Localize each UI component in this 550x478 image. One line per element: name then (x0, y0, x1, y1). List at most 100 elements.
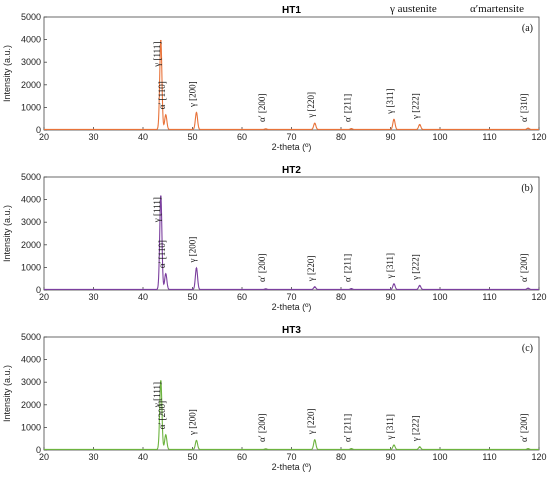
peak-label: α′ [310] (519, 94, 529, 122)
x-tick-label: 80 (336, 292, 346, 302)
x-tick-label: 110 (482, 292, 496, 302)
x-axis-label: 2-theta (º) (272, 302, 312, 312)
x-tick-label: 30 (88, 132, 98, 142)
peak-point (160, 195, 162, 198)
peak-label: γ [220] (306, 409, 316, 436)
peak-label: γ [200] (187, 81, 197, 108)
peak-point (418, 124, 421, 126)
peak-point (527, 287, 529, 290)
peak-label: γ [311] (385, 253, 395, 279)
y-axis-label: Intensity (a.u.) (2, 205, 12, 262)
peak-point (195, 440, 198, 442)
peak-label: γ [311] (385, 88, 395, 114)
x-tick-label: 60 (237, 132, 247, 142)
plot-frame (43, 16, 540, 131)
x-tick-label: 110 (482, 132, 496, 142)
y-tick-label: 0 (36, 445, 41, 455)
peak-point (418, 446, 421, 449)
x-tick-label: 40 (138, 292, 148, 302)
x-tick-label: 60 (237, 292, 247, 302)
chart-title: HT3 (282, 325, 301, 336)
panel-label: (a) (522, 23, 533, 34)
legend-alpha-martensite: α′martensite (470, 3, 524, 15)
peak-label: γ [220] (306, 92, 316, 119)
peak-point (195, 112, 198, 114)
y-axis-label: Intensity (a.u.) (2, 45, 12, 102)
chart-title: HT2 (282, 165, 301, 176)
x-tick-label: 20 (39, 132, 49, 142)
peak-point (418, 285, 421, 287)
peak-label: γ [311] (385, 414, 395, 440)
peak-point (160, 380, 162, 382)
xrd-series-line (44, 195, 539, 290)
x-tick-label: 40 (138, 452, 148, 462)
peak-label: α′ [200] (257, 94, 267, 122)
peak-point (393, 283, 395, 286)
panel-label: (c) (522, 343, 533, 354)
peak-point (350, 128, 353, 130)
peak-label: γ [222] (411, 416, 421, 443)
peak-label: γ [222] (411, 254, 421, 281)
x-tick-label: 100 (432, 292, 447, 302)
x-tick-label: 50 (187, 292, 197, 302)
panel-ht2: HT2 (b) 0 1000 2000 3000 4000 5000 20 30 40 50 60 70 8… (2, 165, 547, 312)
y-tick-label: 5000 (21, 172, 41, 182)
peak-label: α′ [211] (342, 94, 352, 122)
peak-point (264, 448, 267, 451)
y-tick-label: 4000 (21, 195, 41, 205)
peak-point (393, 444, 395, 447)
x-tick-label: 50 (187, 452, 197, 462)
peak-label: α′ [200] (519, 414, 529, 442)
x-tick-label: 70 (286, 132, 296, 142)
x-tick-label: 20 (39, 292, 49, 302)
x-tick-label: 70 (286, 452, 296, 462)
x-tick-label: 120 (531, 292, 546, 302)
y-tick-label: 1000 (21, 262, 41, 272)
peak-point (164, 434, 167, 437)
x-tick-label: 110 (482, 452, 496, 462)
x-tick-label: 100 (432, 132, 447, 142)
x-tick-label: 40 (138, 132, 148, 142)
peak-label: α′ [200] (519, 254, 529, 282)
y-tick-label: 3000 (21, 57, 41, 67)
panel-ht3: HT3 (c) 0 1000 2000 3000 4000 5000 20 30 40 50 60 70 8… (2, 325, 547, 472)
x-tick-label: 90 (385, 292, 395, 302)
y-tick-label: 3000 (21, 377, 41, 387)
chart-title: HT1 (282, 5, 301, 16)
y-tick-label: 2000 (21, 400, 41, 410)
peak-label: α′ [200] (157, 401, 167, 429)
peak-label: α′ [211] (342, 414, 352, 442)
y-tick-label: 3000 (21, 217, 41, 227)
y-tick-label: 4000 (21, 35, 41, 45)
y-tick-label: 0 (36, 285, 41, 295)
peak-label: γ [200] (187, 409, 197, 436)
x-tick-label: 120 (531, 452, 546, 462)
peak-label: γ [222] (411, 93, 421, 120)
y-tick-label: 2000 (21, 240, 41, 250)
x-axis-label: 2-theta (º) (272, 142, 312, 152)
peak-label: γ [111] (152, 382, 162, 408)
peak-point (393, 119, 395, 121)
plot-frame (43, 336, 540, 451)
legend-gamma-austenite: γ austenite (389, 3, 437, 15)
x-tick-label: 30 (88, 452, 98, 462)
x-tick-label: 80 (336, 452, 346, 462)
x-tick-label: 90 (385, 452, 395, 462)
peak-label: γ [220] (306, 256, 316, 283)
y-tick-label: 4000 (21, 355, 41, 365)
x-tick-label: 60 (237, 452, 247, 462)
peak-label: α′ [110] (157, 240, 167, 268)
peak-label: α′ [200] (257, 254, 267, 282)
x-tick-label: 80 (336, 132, 346, 142)
xrd-series-line (44, 40, 539, 130)
x-tick-label: 90 (385, 132, 395, 142)
panel-ht1: HT1 (a) 0 1000 2000 3000 4000 5000 20 30 40 50 60 70 8… (2, 5, 547, 152)
peak-point (164, 273, 167, 275)
y-tick-label: 0 (36, 125, 41, 135)
y-tick-label: 5000 (21, 12, 41, 22)
peak-label: α′ [200] (257, 414, 267, 442)
peak-point (164, 114, 167, 117)
panel-label: (b) (521, 183, 533, 194)
